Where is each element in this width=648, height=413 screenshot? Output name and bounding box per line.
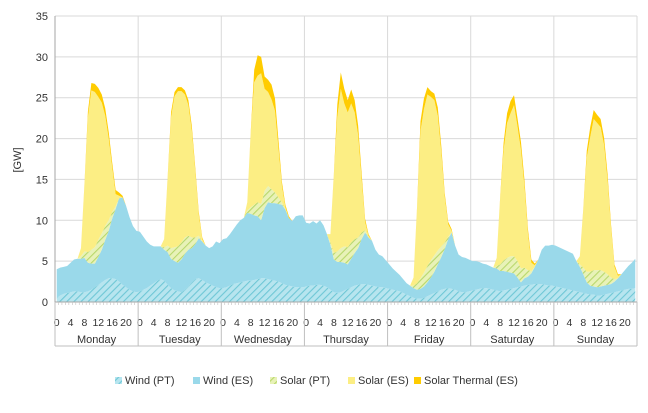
x-tick-label: 0 (386, 317, 392, 329)
legend-label: Wind (PT) (125, 375, 175, 387)
x-tick-label: 16 (605, 317, 617, 329)
day-label: Tuesday (159, 334, 201, 346)
x-tick-label: 0 (137, 317, 143, 329)
y-tick-label: 5 (42, 256, 48, 268)
x-tick-label: 12 (425, 317, 437, 329)
x-tick-label: 20 (453, 317, 465, 329)
area-series (56, 55, 636, 302)
x-tick-label: 12 (92, 317, 104, 329)
x-tick-label: 8 (497, 317, 503, 329)
x-tick-label: 20 (286, 317, 298, 329)
y-tick-label: 30 (36, 52, 48, 64)
x-tick-label: 20 (120, 317, 132, 329)
x-tick-label: 12 (342, 317, 354, 329)
x-tick-label: 12 (591, 317, 603, 329)
x-tick-label: 8 (331, 317, 337, 329)
x-tick-label: 16 (522, 317, 534, 329)
x-tick-label: 4 (234, 317, 240, 329)
x-tick-label: 8 (248, 317, 254, 329)
x-tick-label: 16 (273, 317, 285, 329)
x-tick-label: 4 (567, 317, 573, 329)
x-tick-label: 12 (259, 317, 271, 329)
x-tick-label: 20 (619, 317, 631, 329)
day-label: Thursday (323, 334, 369, 346)
x-tick-label: 0 (54, 317, 60, 329)
day-label: Friday (414, 334, 445, 346)
y-axis-label: [GW] (12, 147, 24, 172)
x-tick-label: 16 (106, 317, 118, 329)
area-solar-es (56, 73, 636, 286)
x-tick-label: 20 (370, 317, 382, 329)
legend-swatch-solar-thermal-es (414, 377, 421, 384)
area-wind-pt (56, 278, 636, 302)
day-label: Wednesday (234, 334, 292, 346)
x-tick-label: 20 (536, 317, 548, 329)
x-tick-label: 16 (439, 317, 451, 329)
day-label: Sunday (577, 334, 615, 346)
x-tick-label: 0 (303, 317, 309, 329)
day-label: Saturday (490, 334, 535, 346)
x-tick-label: 16 (189, 317, 201, 329)
legend: Wind (PT) Wind (ES) Solar (PT) Solar (ES) So… (115, 375, 518, 387)
y-tick-label: 15 (36, 174, 48, 186)
x-tick-label: 0 (470, 317, 476, 329)
x-tick-label: 4 (317, 317, 323, 329)
legend-label: Wind (ES) (203, 375, 253, 387)
area-solar-thermal-es (56, 55, 636, 286)
x-tick-label: 4 (400, 317, 406, 329)
x-tick-label: 0 (553, 317, 559, 329)
legend-swatch-solar-es (348, 377, 355, 384)
x-tick-label: 20 (203, 317, 215, 329)
x-tick-label: 4 (151, 317, 157, 329)
y-tick-label: 10 (36, 215, 48, 227)
y-tick-label: 0 (42, 297, 48, 309)
x-tick-label: 8 (82, 317, 88, 329)
x-tick-label: 12 (176, 317, 188, 329)
x-tick-label: 8 (165, 317, 171, 329)
x-tick-label: 0 (220, 317, 226, 329)
legend-label: Solar (ES) (358, 375, 409, 387)
legend-label: Solar (PT) (280, 375, 330, 387)
day-label: Monday (77, 334, 117, 346)
x-tick-label: 16 (356, 317, 368, 329)
x-tick-label: 4 (483, 317, 489, 329)
legend-swatch-wind-pt (115, 377, 122, 384)
y-tick-label: 25 (36, 93, 48, 105)
legend-swatch-wind-es (193, 377, 200, 384)
x-tick-label: 8 (414, 317, 420, 329)
x-tick-label: 12 (508, 317, 520, 329)
area-wind-es (56, 197, 636, 299)
legend-swatch-solar-pt (270, 377, 277, 384)
legend-label: Solar Thermal (ES) (424, 375, 518, 387)
x-tick-label: 8 (580, 317, 586, 329)
y-tick-label: 35 (36, 11, 48, 23)
y-tick-label: 20 (36, 134, 48, 146)
x-tick-label: 4 (68, 317, 74, 329)
